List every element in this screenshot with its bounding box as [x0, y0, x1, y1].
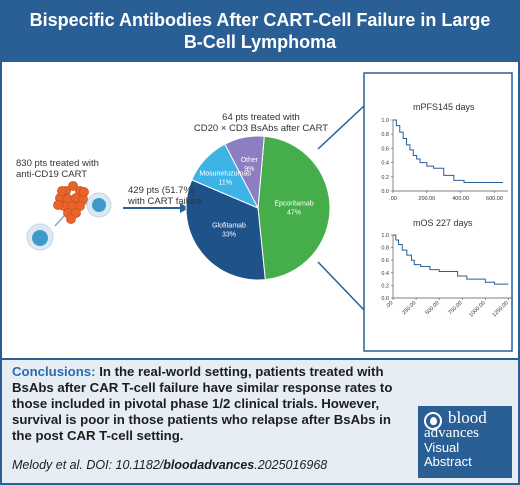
tumor-cell	[68, 181, 78, 191]
tumor-cell-cluster	[53, 181, 89, 224]
title-banner: Bispecific Antibodies After CART-Cell Fa…	[2, 2, 518, 62]
y-tick-label: 0.0	[381, 296, 389, 302]
km-panel-border	[363, 72, 513, 352]
tumor-cell	[79, 187, 89, 197]
cell-link-1	[54, 215, 65, 227]
pie-slice-epcoritamab	[257, 135, 331, 281]
bsabs-pts-label: 64 pts treated with CD20 × CD3 BsAbs aft…	[193, 112, 329, 134]
mos-title: mOS 227 days	[413, 218, 473, 228]
doi-citation[interactable]: Melody et al. DOI: 10.1182/bloodadvances…	[12, 458, 328, 472]
bsabs-pie-chart: Epcoritamab 47% Glofitamab 33% Mosunetuzumab…	[185, 135, 331, 281]
y-tick-label: 0.8	[381, 132, 389, 138]
y-tick-label: 0.2	[381, 283, 389, 289]
pie-label-name: Epcoritamab	[274, 201, 313, 208]
y-tick-label: 0.6	[381, 258, 389, 264]
connector-line-bottom	[317, 261, 365, 311]
blood-advances-visual-abstract-badge: blood advances Visual Abstract	[418, 406, 512, 478]
pie-label-pct: 33%	[222, 231, 236, 238]
flow-arrow-head	[180, 203, 189, 213]
y-tick-label: 0.0	[381, 189, 389, 195]
title-line-1: Bispecific Antibodies After CART-Cell Fa…	[29, 10, 491, 30]
pie-slice-glofitamab	[185, 179, 266, 281]
pts-830-label: 830 pts treated with anti-CD19 CART	[16, 158, 99, 180]
y-tick-label: 1.0	[381, 118, 389, 124]
doi-journal: bloodadvances	[163, 458, 255, 472]
mpfs-title: mPFS145 days	[413, 102, 475, 112]
y-tick-label: 0.4	[381, 271, 389, 277]
x-tick-label: .00	[385, 300, 395, 310]
y-tick-label: 0.6	[381, 146, 389, 152]
tumor-cell	[53, 200, 63, 210]
conclusions-text: Conclusions: In the real-world setting, …	[12, 364, 412, 444]
cart-failure-label: 429 pts (51.7%) with CART failure	[128, 185, 202, 207]
x-tick-label: .00	[389, 196, 397, 202]
y-tick-label: 0.2	[381, 175, 389, 181]
cart-cell-illustration	[26, 181, 112, 251]
y-tick-label: 0.8	[381, 246, 389, 252]
pie-label-pct: 47%	[287, 210, 301, 217]
x-tick-label: 200.00	[418, 196, 435, 202]
pie-slice-other	[224, 135, 265, 210]
pfs-km-chart: 0.0 0.2 0.4 0.6 0.8 1.0 .00 200.00 400.00 600.00	[381, 118, 508, 202]
pie-label-pct: 9%	[244, 166, 254, 173]
pie-label-name: Glofitamab	[212, 222, 246, 229]
blood-drop-logo-icon	[424, 412, 442, 430]
y-tick-label: 1.0	[381, 233, 389, 239]
t-cell-left-nucleus	[32, 230, 48, 246]
conclusions-lead: Conclusions:	[12, 364, 96, 379]
km-survival-curve	[393, 119, 503, 183]
t-cell-right-nucleus	[92, 198, 106, 212]
connector-line-top	[317, 105, 365, 150]
tumor-cell	[66, 214, 76, 224]
pie-label-name: Other	[241, 157, 259, 164]
x-tick-label: 400.00	[452, 196, 469, 202]
y-tick-label: 0.4	[381, 161, 389, 167]
title-line-2: B-Cell Lymphoma	[183, 32, 337, 52]
km-survival-curve	[393, 234, 509, 285]
x-tick-label: 600.00	[486, 196, 503, 202]
pie-label-pct: 11%	[218, 180, 232, 187]
tumor-cell	[57, 186, 67, 196]
conclusions-body: In the real-world setting, patients trea…	[12, 364, 393, 443]
pie-label-name: Mosunetuzumab	[199, 171, 251, 178]
